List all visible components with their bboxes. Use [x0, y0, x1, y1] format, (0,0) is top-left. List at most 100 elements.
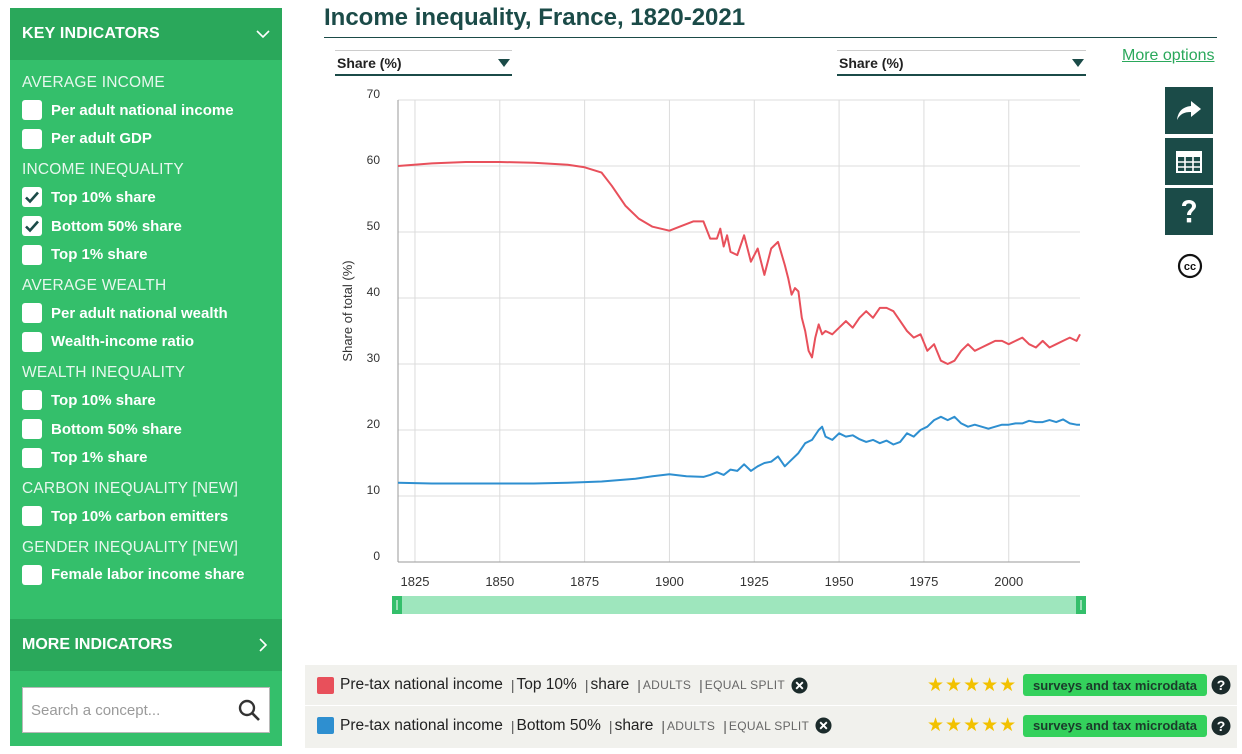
indicator-item[interactable]: Bottom 50% share [10, 415, 282, 444]
left-axis-select-value: Share (%) [337, 54, 402, 71]
x-tick-label: 1950 [825, 574, 854, 589]
indicator-item[interactable]: Bottom 50% share [10, 212, 282, 241]
indicator-label: Per adult national wealth [51, 304, 228, 322]
svg-text:?: ? [1217, 718, 1226, 734]
help-icon[interactable]: ? [1211, 716, 1231, 736]
checkbox[interactable] [22, 447, 42, 468]
key-indicators-header[interactable]: KEY INDICATORS [10, 8, 282, 60]
indicator-item[interactable]: Top 10% share [10, 183, 282, 212]
checkmark-icon [25, 192, 39, 204]
sidebar-section-title: AVERAGE INCOME [22, 74, 165, 91]
y-tick-label: 40 [367, 285, 381, 299]
right-axis-select-value: Share (%) [839, 54, 904, 71]
legend-population: ADULTS [642, 678, 692, 692]
x-tick-label: 2000 [994, 574, 1023, 589]
legend-measure: share [590, 676, 630, 693]
more-indicators-button[interactable]: MORE INDICATORS [10, 619, 282, 671]
checkbox[interactable] [22, 128, 42, 149]
checkbox[interactable] [22, 564, 42, 585]
quality-stars: ★★★★★ [927, 715, 1018, 736]
legend-population: ADULTS [666, 718, 716, 733]
separator: | [661, 717, 665, 734]
x-tick-label: 1900 [655, 574, 684, 589]
separator: | [584, 677, 589, 693]
x-tick-label: 1850 [485, 574, 514, 589]
y-tick-label: 0 [373, 549, 380, 563]
page-title: Income inequality, France, 1820-2021 [324, 4, 746, 31]
sidebar-section-title: GENDER INEQUALITY [NEW] [22, 538, 239, 556]
sidebar-section-title: INCOME INEQUALITY [22, 161, 184, 179]
indicator-item[interactable]: Per adult GDP [10, 125, 282, 154]
indicator-item[interactable]: Top 1% share [10, 443, 282, 472]
title-divider [324, 37, 1217, 38]
legend-group: Bottom 50% [516, 716, 601, 734]
left-axis-select[interactable]: Share (%) [335, 50, 512, 76]
indicator-label: Top 10% carbon emitters [51, 507, 229, 525]
indicator-item[interactable]: Per adult national income [10, 96, 282, 125]
legend-measure: share [614, 716, 654, 734]
checkbox[interactable] [22, 331, 42, 352]
checkbox-checked[interactable] [22, 187, 42, 208]
range-slider-track [392, 596, 1086, 614]
help-icon[interactable]: ? [1211, 675, 1231, 695]
separator: | [608, 717, 613, 734]
series-line-1 [397, 415, 1080, 485]
checkbox[interactable] [22, 506, 42, 527]
indicator-label: Top 10% share [51, 188, 156, 206]
chevron-down-icon [256, 30, 270, 39]
x-tick-label: 1825 [401, 574, 430, 589]
checkmark-icon [25, 220, 39, 233]
series-color-swatch [317, 717, 334, 734]
indicator-item[interactable]: Top 10% share [10, 386, 282, 415]
sidebar-section-title: AVERAGE WEALTH [22, 276, 167, 294]
legend-row: Pre-tax national income | Bottom 50% | share… [305, 705, 1237, 745]
indicator-label: Per adult GDP [51, 130, 152, 148]
legend-concept: Pre-tax national income [340, 676, 503, 693]
remove-series-icon[interactable] [815, 717, 832, 734]
share-button[interactable] [1165, 87, 1213, 134]
checkbox[interactable] [22, 244, 42, 265]
table-icon [1176, 150, 1202, 173]
checkbox[interactable] [22, 303, 42, 324]
legend-split: EQUAL SPLIT [704, 678, 785, 692]
separator: | [699, 677, 703, 693]
separator: | [637, 677, 641, 693]
sidebar: KEY INDICATORS AVERAGE INCOME Per adult n… [10, 8, 282, 746]
x-tick-label: 1875 [570, 574, 599, 589]
triangle-down-icon [498, 58, 510, 67]
legend-split: EQUAL SPLIT [728, 718, 810, 733]
series-line-0 [397, 161, 1081, 365]
search-icon[interactable] [237, 698, 261, 722]
source-badge[interactable]: surveys and tax microdata [1023, 674, 1208, 696]
checkbox[interactable] [22, 100, 42, 121]
table-button[interactable] [1165, 138, 1213, 185]
key-indicators-title: KEY INDICATORS [22, 25, 160, 42]
indicator-label: Wealth-income ratio [51, 333, 195, 351]
checkbox[interactable] [22, 390, 42, 411]
creative-commons-icon[interactable]: cc [1177, 253, 1203, 279]
indicator-item[interactable]: Female labor income share [10, 561, 282, 590]
more-indicators-label: MORE INDICATORS [22, 636, 173, 653]
more-options-link[interactable]: More options [1122, 47, 1215, 64]
source-badge[interactable]: surveys and tax microdata [1023, 714, 1208, 737]
y-tick-label: 60 [367, 153, 381, 167]
indicator-item[interactable]: Top 10% carbon emitters [10, 502, 282, 531]
search-input[interactable] [31, 701, 237, 719]
checkbox[interactable] [22, 419, 42, 440]
y-tick-label: 20 [367, 417, 381, 431]
checkbox-checked[interactable] [22, 216, 42, 237]
indicator-item[interactable]: Wealth-income ratio [10, 328, 282, 357]
indicator-list: AVERAGE INCOME Per adult national income P… [10, 60, 282, 589]
search-box [22, 687, 270, 733]
help-button[interactable] [1165, 188, 1213, 235]
legend-group: Top 10% [516, 676, 577, 693]
indicator-item[interactable]: Per adult national wealth [10, 299, 282, 328]
indicator-label: Female labor income share [51, 566, 245, 584]
indicator-label: Top 1% share [51, 246, 148, 264]
remove-series-icon[interactable] [791, 676, 808, 694]
separator: | [723, 717, 727, 734]
indicator-item[interactable]: Top 1% share [10, 240, 282, 269]
y-axis-label: Share of total (%) [340, 260, 355, 361]
sidebar-section-title: WEALTH INEQUALITY [22, 364, 186, 382]
right-axis-select[interactable]: Share (%) [837, 50, 1086, 76]
